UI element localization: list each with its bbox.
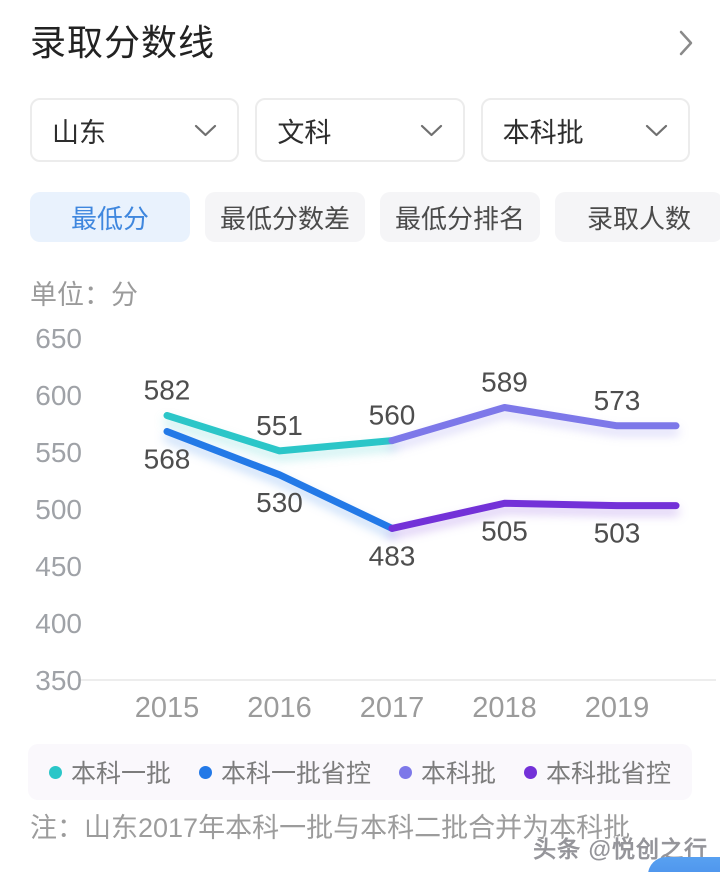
svg-text:2019: 2019 <box>585 692 650 724</box>
unit-label: 单位：分 <box>30 280 138 310</box>
legend-label: 本科批 <box>421 760 497 788</box>
svg-text:500: 500 <box>35 494 82 525</box>
svg-text:573: 573 <box>594 385 641 416</box>
tab-admission-count[interactable]: 录取人数 <box>555 192 720 242</box>
legend-label: 本科一批省控 <box>220 760 371 788</box>
chart-legend: 本科一批 本科一批省控 本科批 本科批省控 <box>28 744 692 800</box>
legend-item-2[interactable]: 本科一批省控 <box>198 754 371 790</box>
svg-text:450: 450 <box>35 551 82 582</box>
province-select-value: 山东 <box>52 117 106 148</box>
legend-item-3[interactable]: 本科批 <box>399 754 496 790</box>
svg-text:589: 589 <box>481 367 528 398</box>
province-select[interactable]: 山东 <box>30 98 240 162</box>
filter-row: 山东 文科 本科批 <box>30 98 690 162</box>
svg-text:2018: 2018 <box>472 692 537 724</box>
legend-dot-icon <box>399 765 412 779</box>
tab-min-score-diff[interactable]: 最低分数差 <box>205 192 365 242</box>
chevron-down-icon <box>645 124 668 136</box>
chevron-right-icon[interactable] <box>678 28 694 58</box>
svg-text:483: 483 <box>369 540 416 571</box>
legend-dot-icon <box>198 765 212 779</box>
tab-min-score-rank[interactable]: 最低分排名 <box>380 192 540 242</box>
chevron-down-icon <box>420 124 442 136</box>
legend-dot-icon <box>48 765 62 779</box>
batch-select[interactable]: 本科批 <box>480 98 690 162</box>
chart-note: 注：山东2017年本科一批与本科二批合并为本科批 <box>30 813 631 843</box>
line-chart: 650 600 550 500 450 400 350 2015 2016 2017 2018 201… <box>35 323 716 724</box>
floating-button-partial[interactable] <box>648 857 720 872</box>
svg-text:2015: 2015 <box>135 692 200 724</box>
svg-text:551: 551 <box>256 410 303 441</box>
svg-text:550: 550 <box>35 437 82 468</box>
svg-text:530: 530 <box>256 487 303 518</box>
metric-tabs: 最低分 最低分数差 最低分排名 录取人数 <box>30 192 720 242</box>
legend-item-1[interactable]: 本科一批 <box>48 754 171 790</box>
svg-text:505: 505 <box>481 515 528 546</box>
svg-text:350: 350 <box>35 665 82 696</box>
svg-text:503: 503 <box>594 518 641 549</box>
svg-text:2016: 2016 <box>247 692 312 724</box>
page-title: 录取分数线 <box>30 22 216 63</box>
svg-text:2017: 2017 <box>360 692 425 724</box>
chevron-down-icon <box>195 124 217 136</box>
legend-item-4[interactable]: 本科批省控 <box>524 754 671 790</box>
subject-select-value: 文科 <box>277 117 332 148</box>
svg-text:650: 650 <box>35 323 82 354</box>
legend-label: 本科一批 <box>70 760 171 788</box>
legend-dot-icon <box>524 765 538 779</box>
tab-min-score[interactable]: 最低分 <box>30 192 190 242</box>
svg-text:582: 582 <box>144 375 191 406</box>
svg-text:600: 600 <box>35 380 82 411</box>
legend-label: 本科批省控 <box>546 760 672 788</box>
svg-text:568: 568 <box>144 444 191 475</box>
batch-select-value: 本科批 <box>502 117 584 148</box>
header: 录取分数线 <box>0 0 720 66</box>
svg-text:400: 400 <box>35 608 82 639</box>
svg-text:560: 560 <box>369 400 416 431</box>
subject-select[interactable]: 文科 <box>255 98 465 162</box>
